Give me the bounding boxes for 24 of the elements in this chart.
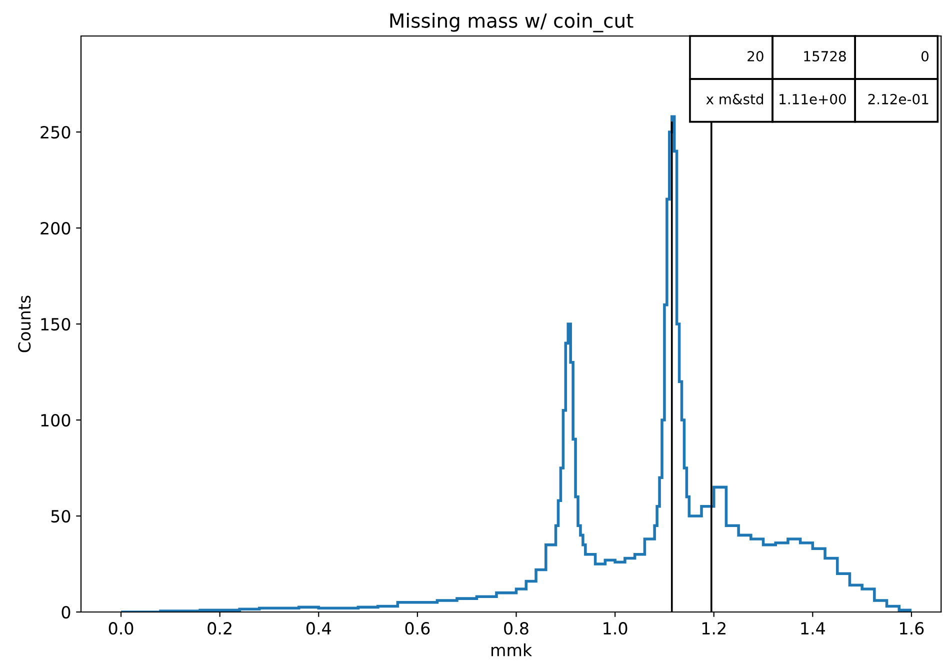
chart-title: Missing mass w/ coin_cut	[390, 12, 634, 32]
y-tick-label: 150	[41, 318, 70, 331]
annotation: 1.11e+00	[780, 94, 846, 104]
x-tick-label: 0.0	[108, 622, 134, 635]
annotation: 15728	[804, 50, 846, 62]
x-axis-title: mmk	[492, 643, 532, 656]
y-tick-label: 200	[40, 222, 70, 235]
x-tick-label: 0.4	[306, 622, 331, 635]
y-axis-title: Counts	[18, 296, 31, 352]
x-tick-label: 1.6	[900, 622, 924, 635]
annotation: 2.12e-01	[868, 94, 928, 104]
x-tick-label: 1.0	[604, 622, 628, 635]
y-tick-label: 0	[62, 606, 70, 619]
annotation: x m&std	[706, 94, 764, 104]
y-tick-label: 50	[51, 510, 70, 523]
x-tick-label: 1.4	[801, 622, 825, 634]
x-tick-label: 0.2	[208, 622, 232, 635]
y-tick-label: 250	[40, 126, 70, 139]
y-tick-label: 100	[41, 414, 70, 427]
annotation: 20	[748, 50, 764, 62]
annotation: 0	[921, 50, 928, 62]
x-tick-label: 0.8	[504, 622, 528, 635]
x-tick-label: 0.6	[405, 622, 430, 635]
x-tick-label: 1.2	[702, 622, 726, 634]
